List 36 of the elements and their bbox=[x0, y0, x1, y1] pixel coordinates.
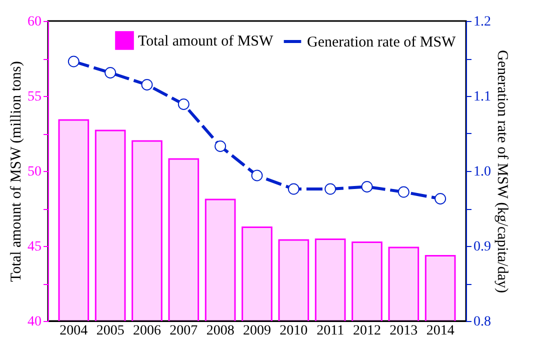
x-tick-label: 2009 bbox=[243, 324, 271, 338]
x-tick-label: 2007 bbox=[170, 324, 198, 338]
legend-label: Total amount of MSW bbox=[138, 34, 274, 50]
point bbox=[288, 183, 300, 195]
y-tick-label: 50 bbox=[28, 164, 42, 180]
point bbox=[104, 67, 116, 78]
y-tick-label: 40 bbox=[28, 314, 42, 330]
y2-axis-title: Generation rate of MSW (kg/capita/day) bbox=[494, 50, 510, 293]
x-tick-label: 2008 bbox=[206, 324, 234, 338]
point bbox=[361, 181, 373, 192]
y2-tick-label: 1.1 bbox=[474, 90, 491, 104]
x-tick-label: 2006 bbox=[133, 324, 161, 338]
point bbox=[178, 98, 190, 110]
point bbox=[324, 183, 336, 195]
point bbox=[141, 79, 153, 90]
y-axis-title: Total amount of MSW (million tons) bbox=[8, 61, 24, 282]
x-tick-label: 2004 bbox=[60, 324, 88, 338]
x-tick-label: 2014 bbox=[426, 324, 454, 338]
y2-tick-label: 0.9 bbox=[474, 240, 491, 254]
point bbox=[251, 170, 263, 182]
x-tick-label: 2013 bbox=[390, 324, 418, 338]
y-tick-label: 45 bbox=[28, 240, 42, 254]
y2-tick-label: 1.2 bbox=[474, 14, 491, 30]
y-tick-label: 60 bbox=[28, 14, 42, 30]
x-tick-label: 2011 bbox=[316, 324, 344, 338]
point bbox=[434, 193, 446, 204]
legend-label: Generation rate of MSW bbox=[307, 34, 457, 50]
x-tick-label: 2005 bbox=[96, 324, 124, 338]
y2-tick-label: 0.8 bbox=[474, 314, 491, 330]
x-tick-label: 2012 bbox=[353, 324, 381, 338]
x-tick-label: 2010 bbox=[280, 324, 308, 338]
y-tick-label: 55 bbox=[28, 90, 42, 104]
y2-tick-label: 1.0 bbox=[474, 164, 491, 180]
point bbox=[68, 56, 80, 68]
point bbox=[214, 140, 226, 152]
point bbox=[398, 186, 410, 198]
